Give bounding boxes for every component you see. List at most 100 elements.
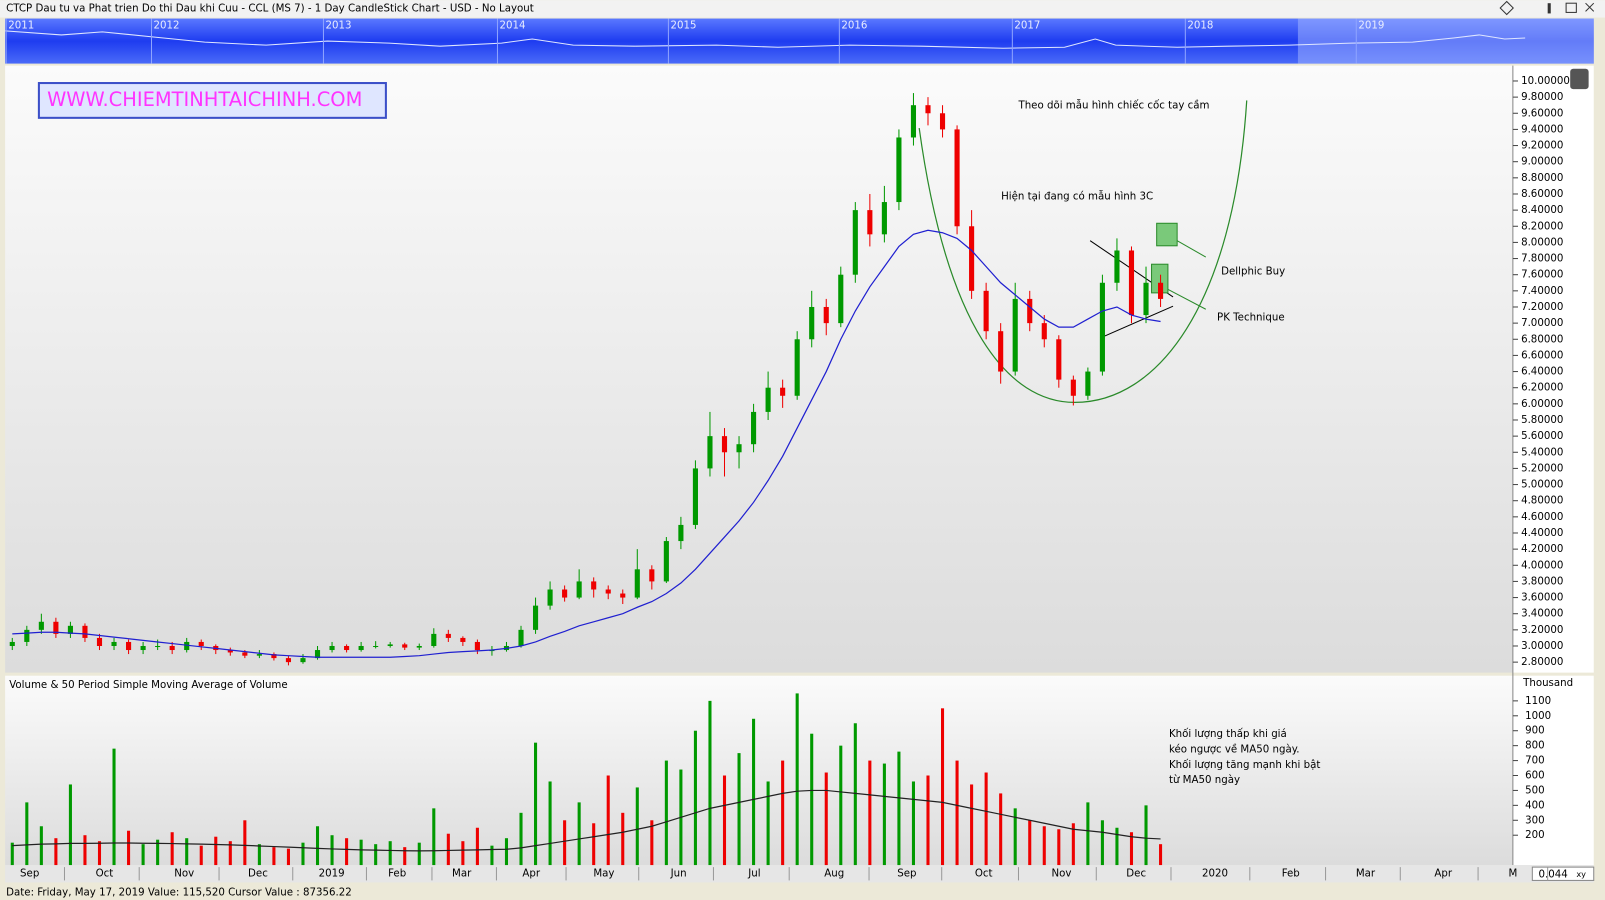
volume-bar <box>10 842 14 866</box>
y-tick-label: 8.60000 <box>1521 189 1563 200</box>
candle-body <box>126 641 132 651</box>
x-tick-label: Feb <box>388 868 406 879</box>
volume-bar <box>1086 802 1090 866</box>
x-tick-label: Mar <box>452 868 472 879</box>
toolbar-icons[interactable] <box>1499 0 1595 16</box>
candle-body <box>227 650 233 653</box>
volume-bar <box>955 760 959 866</box>
candle-body <box>692 468 698 525</box>
volume-bar <box>563 820 567 866</box>
annotation: Hiện tại đang có mẫu hình 3C <box>1001 190 1153 203</box>
icon[interactable] <box>1565 2 1577 13</box>
candle-body <box>634 569 640 598</box>
volume-bar <box>214 836 218 866</box>
trend-line <box>1166 288 1207 310</box>
x-tick-label: Apr <box>1434 868 1452 879</box>
y-tick-label: 3.60000 <box>1521 593 1563 604</box>
candle-body <box>620 593 626 598</box>
y-tick-label: 400 <box>1525 800 1545 811</box>
icon[interactable] <box>1499 0 1514 16</box>
volume-bar <box>432 808 436 866</box>
volume-note: Khối lượng thấp khi giá <box>1169 728 1287 740</box>
volume-bar <box>1100 820 1104 866</box>
candle-body <box>562 589 568 598</box>
y-tick-label: 5.60000 <box>1521 431 1563 442</box>
volume-bar <box>519 812 523 866</box>
x-tick-label: 2019 <box>319 868 345 879</box>
volume-bar <box>868 760 872 866</box>
y-tick-label: 8.80000 <box>1521 173 1563 184</box>
candle-body <box>373 645 379 648</box>
candle-body <box>852 210 858 275</box>
candle-body <box>358 645 364 651</box>
candle-body <box>1114 250 1120 283</box>
candle-body <box>751 411 757 445</box>
volume-bar <box>141 844 145 866</box>
volume-bar <box>1115 827 1119 866</box>
volume-bar <box>766 781 770 866</box>
candle-body <box>896 137 902 203</box>
volume-ma <box>12 789 1161 852</box>
candle-body <box>736 444 742 453</box>
y-tick-label: 500 <box>1525 785 1545 796</box>
volume-bar <box>752 718 756 866</box>
volume-bar <box>940 708 945 866</box>
candle-body <box>794 339 800 396</box>
volume-bar <box>388 841 392 866</box>
volume-bar <box>606 775 610 866</box>
y-tick-label: 7.80000 <box>1521 254 1563 265</box>
y-tick-label: 6.00000 <box>1521 399 1563 410</box>
navigator[interactable] <box>5 18 1594 64</box>
candle-body <box>969 226 975 291</box>
candle-body <box>184 641 190 651</box>
volume-bar <box>39 826 43 866</box>
volume-bar <box>1057 829 1061 866</box>
candle-body <box>707 436 713 469</box>
lock-icon[interactable] <box>1570 68 1589 90</box>
x-tick-label: Dec <box>1126 868 1146 879</box>
candle-body <box>925 105 931 114</box>
y-tick-label: 3.00000 <box>1521 641 1563 652</box>
volume-bar <box>664 760 668 866</box>
candle-body <box>1041 323 1047 340</box>
candle-body <box>532 605 539 630</box>
navigator-year: 2011 <box>8 21 34 32</box>
candle-body <box>881 202 887 235</box>
volume-bar <box>199 845 203 866</box>
candle-body <box>910 105 917 138</box>
y-tick-label: 600 <box>1525 771 1545 782</box>
candle-body <box>256 654 262 656</box>
candle-body <box>198 641 204 646</box>
navigator-window[interactable] <box>1297 18 1594 64</box>
candle-body <box>314 650 321 659</box>
y-tick-label: 5.80000 <box>1521 415 1563 426</box>
y-tick-label: 5.00000 <box>1521 480 1563 491</box>
volume-bar <box>839 745 843 866</box>
x-tick-label: Dec <box>248 868 268 879</box>
icon[interactable] <box>1547 3 1551 14</box>
volume-bar <box>737 753 741 866</box>
volume-bar <box>1042 826 1046 866</box>
status-text: Date: Friday, May 17, 2019 Value: 115,52… <box>6 888 352 899</box>
volume-bar <box>127 830 131 866</box>
window-title: CTCP Dau tu va Phat trien Do thi Dau khi… <box>6 3 534 14</box>
volume-bar <box>1071 823 1075 866</box>
volume-bar <box>461 841 465 866</box>
candle-body <box>111 641 117 646</box>
signal-box <box>1156 222 1178 247</box>
x-tick-label: Mar <box>1356 868 1376 879</box>
volume-bar <box>359 839 363 866</box>
volume-bar <box>897 751 901 866</box>
icon[interactable] <box>1585 2 1595 12</box>
y-tick-label: 7.60000 <box>1521 270 1563 281</box>
candle-body <box>24 629 30 642</box>
price-axis-bg <box>1512 65 1594 673</box>
y-tick-label: 800 <box>1525 741 1545 752</box>
volume-note: kéo ngược về MA50 ngày. <box>1169 743 1300 755</box>
volume-bar <box>315 826 320 866</box>
y-tick-label: 3.80000 <box>1521 576 1563 587</box>
annotation: Dellphic Buy <box>1221 266 1285 277</box>
navigator-year: 2019 <box>1358 21 1384 32</box>
